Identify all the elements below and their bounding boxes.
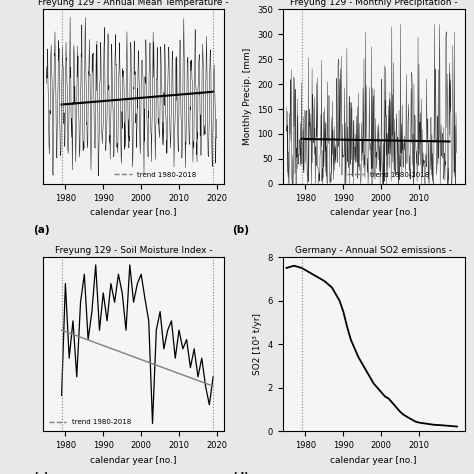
Legend: trend 1980-2018: trend 1980-2018	[344, 169, 432, 180]
Text: (b): (b)	[232, 225, 249, 235]
Text: (d): (d)	[232, 472, 249, 474]
X-axis label: calendar year [no.]: calendar year [no.]	[91, 456, 177, 465]
Y-axis label: SO2 [10³ t/yr]: SO2 [10³ t/yr]	[253, 313, 262, 375]
Text: (a): (a)	[34, 225, 50, 235]
X-axis label: calendar year [no.]: calendar year [no.]	[330, 456, 417, 465]
Title: Freyung 129 - Monthly Precipitation -: Freyung 129 - Monthly Precipitation -	[290, 0, 457, 7]
Title: Freyung 129 - Soil Moisture Index -: Freyung 129 - Soil Moisture Index -	[55, 246, 212, 255]
Title: Germany - Annual SO2 emissions -: Germany - Annual SO2 emissions -	[295, 246, 452, 255]
Legend: trend 1980-2018: trend 1980-2018	[111, 169, 199, 180]
X-axis label: calendar year [no.]: calendar year [no.]	[330, 208, 417, 217]
Legend: trend 1980-2018: trend 1980-2018	[46, 416, 134, 428]
Y-axis label: Monthly Precip. [mm]: Monthly Precip. [mm]	[243, 48, 252, 145]
X-axis label: calendar year [no.]: calendar year [no.]	[91, 208, 177, 217]
Title: Freyung 129 - Annual Mean Temperature -: Freyung 129 - Annual Mean Temperature -	[38, 0, 229, 7]
Text: (c): (c)	[34, 472, 49, 474]
